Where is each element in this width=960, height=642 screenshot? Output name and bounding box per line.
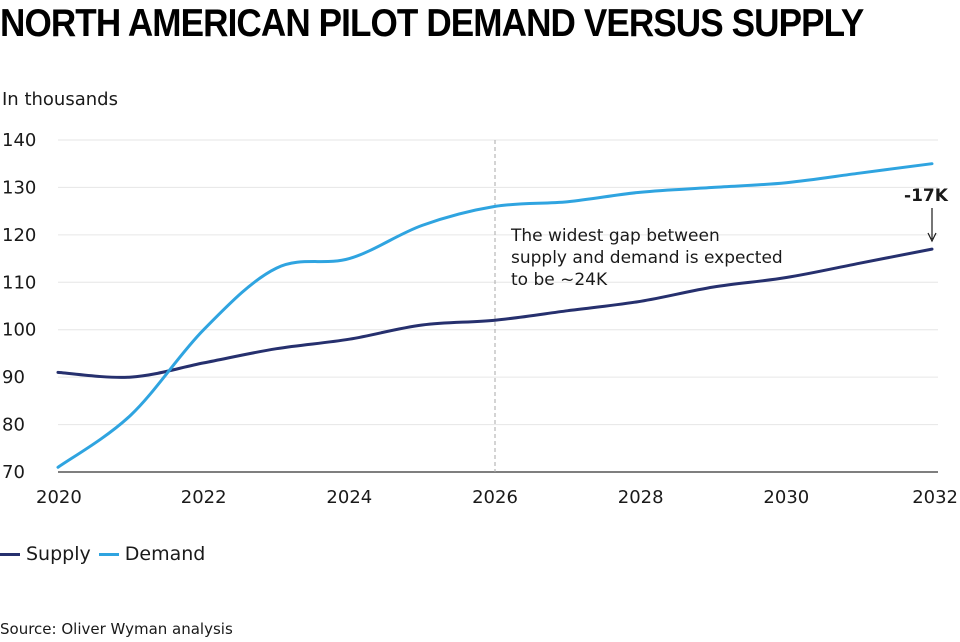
- annotation-widest-gap: The widest gap between supply and demand …: [510, 226, 783, 290]
- data-point-demand-2029: [712, 186, 715, 189]
- source-note: Source: Oliver Wyman analysis: [0, 620, 233, 638]
- data-point-demand-2032: [931, 162, 933, 165]
- x-tick-label-2022: 2022: [181, 487, 227, 508]
- y-axis: 70 80 90 100 110 120 130 140: [2, 130, 36, 483]
- unit-label: In thousands: [2, 89, 118, 110]
- data-point-demand-2028: [639, 191, 642, 194]
- gridlines: [58, 139, 938, 473]
- y-tick-label-120: 120: [2, 225, 36, 246]
- legend-item-supply: Supply: [0, 543, 91, 565]
- series-lines: [56, 162, 934, 469]
- y-tick-label-130: 130: [2, 177, 36, 198]
- legend-item-demand: Demand: [98, 543, 206, 565]
- data-point-demand-2024: [348, 257, 351, 260]
- annotation-widest-gap-line-2: supply and demand is expected: [511, 248, 783, 268]
- data-point-demand-2026: [494, 205, 496, 208]
- annotation-final-gap: -17K: [904, 186, 949, 206]
- legend-swatch-supply: [0, 552, 20, 556]
- x-tick-label-2030: 2030: [763, 487, 809, 508]
- legend-label-supply: Supply: [26, 543, 91, 565]
- x-tick-label-2026: 2026: [472, 487, 518, 508]
- data-point-supply-2020: [57, 371, 59, 374]
- data-point-demand-2030: [785, 181, 788, 184]
- y-tick-label-140: 140: [2, 130, 36, 151]
- data-point-demand-2022: [202, 328, 205, 331]
- data-point-supply-2025: [421, 323, 424, 326]
- data-point-supply-2032: [931, 248, 933, 251]
- data-point-demand-2031: [858, 172, 861, 175]
- x-axis: 2020 2022 2024 2026 2028 2030 2032: [36, 487, 958, 508]
- chart-title: NORTH AMERICAN PILOT DEMAND VERSUS SUPPL…: [0, 2, 864, 45]
- data-point-demand-2025: [421, 224, 424, 227]
- legend-swatch-demand: [98, 552, 119, 556]
- y-tick-label-100: 100: [2, 320, 36, 341]
- data-point-demand-2021: [129, 414, 132, 417]
- data-point-supply-2023: [275, 347, 278, 350]
- data-point-supply-2026: [494, 319, 496, 322]
- data-point-demand-2020: [57, 466, 59, 469]
- data-point-supply-2029: [712, 286, 715, 289]
- annotation-widest-gap-line-1: The widest gap between: [510, 226, 720, 246]
- data-point-supply-2027: [566, 309, 569, 312]
- data-point-supply-2021: [129, 376, 132, 379]
- x-tick-label-2032: 2032: [912, 487, 958, 508]
- y-tick-label-90: 90: [2, 367, 25, 388]
- data-point-supply-2028: [639, 300, 642, 303]
- data-point-demand-2023: [275, 267, 278, 270]
- data-point-supply-2030: [785, 276, 788, 279]
- y-tick-label-80: 80: [2, 415, 25, 436]
- data-point-supply-2031: [858, 262, 861, 265]
- x-tick-label-2020: 2020: [36, 487, 82, 508]
- legend: Supply Demand: [0, 543, 213, 565]
- annotations: The widest gap between supply and demand …: [510, 186, 949, 290]
- x-tick-label-2028: 2028: [618, 487, 664, 508]
- y-tick-label-70: 70: [2, 462, 25, 483]
- data-point-supply-2022: [202, 361, 205, 364]
- data-point-demand-2027: [566, 200, 569, 203]
- annotation-widest-gap-line-3: to be ~24K: [511, 270, 608, 290]
- annotation-arrow-head: [927, 232, 937, 243]
- data-point-supply-2024: [348, 338, 351, 341]
- legend-label-demand: Demand: [124, 543, 206, 565]
- y-tick-label-110: 110: [2, 272, 36, 293]
- x-tick-label-2024: 2024: [326, 487, 372, 508]
